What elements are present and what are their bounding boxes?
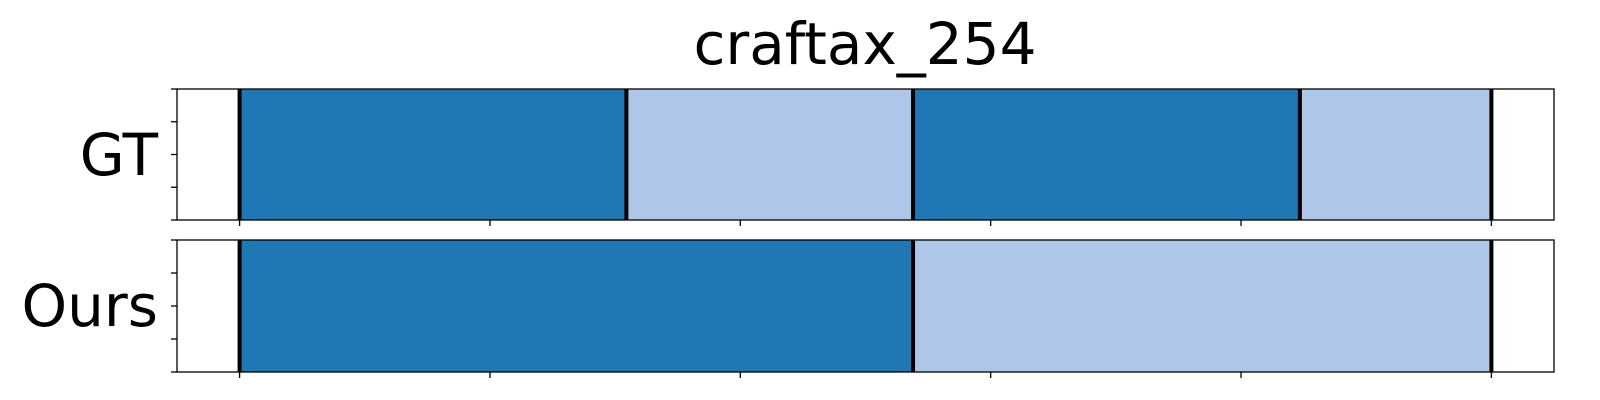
- row-gt-segments: [239, 89, 1492, 220]
- row-gt: GT: [80, 88, 1555, 226]
- row-ours-segments: [239, 240, 1492, 372]
- x-axis-ticks: [238, 372, 1493, 378]
- row-label-ours: Ours: [22, 272, 158, 340]
- segment-gt-0: [239, 89, 627, 220]
- segment-gt-2: [913, 89, 1300, 220]
- row-ours: Ours: [22, 239, 1555, 378]
- segment-gt-1: [626, 89, 914, 220]
- row-gt-boundaries: [237, 89, 1494, 220]
- row-gt-y-ticks: [171, 88, 1493, 226]
- row-ours-y-ticks: [171, 239, 177, 373]
- chart-title: craftax_254: [694, 10, 1037, 78]
- segment-gt-3: [1299, 89, 1492, 220]
- segment-ours-1: [913, 240, 1492, 372]
- row-gt-frame: [176, 88, 1555, 221]
- segment-ours-0: [239, 240, 914, 372]
- row-label-gt: GT: [80, 121, 159, 189]
- row-ours-frame: [176, 239, 1555, 373]
- row-ours-boundaries: [237, 240, 1494, 372]
